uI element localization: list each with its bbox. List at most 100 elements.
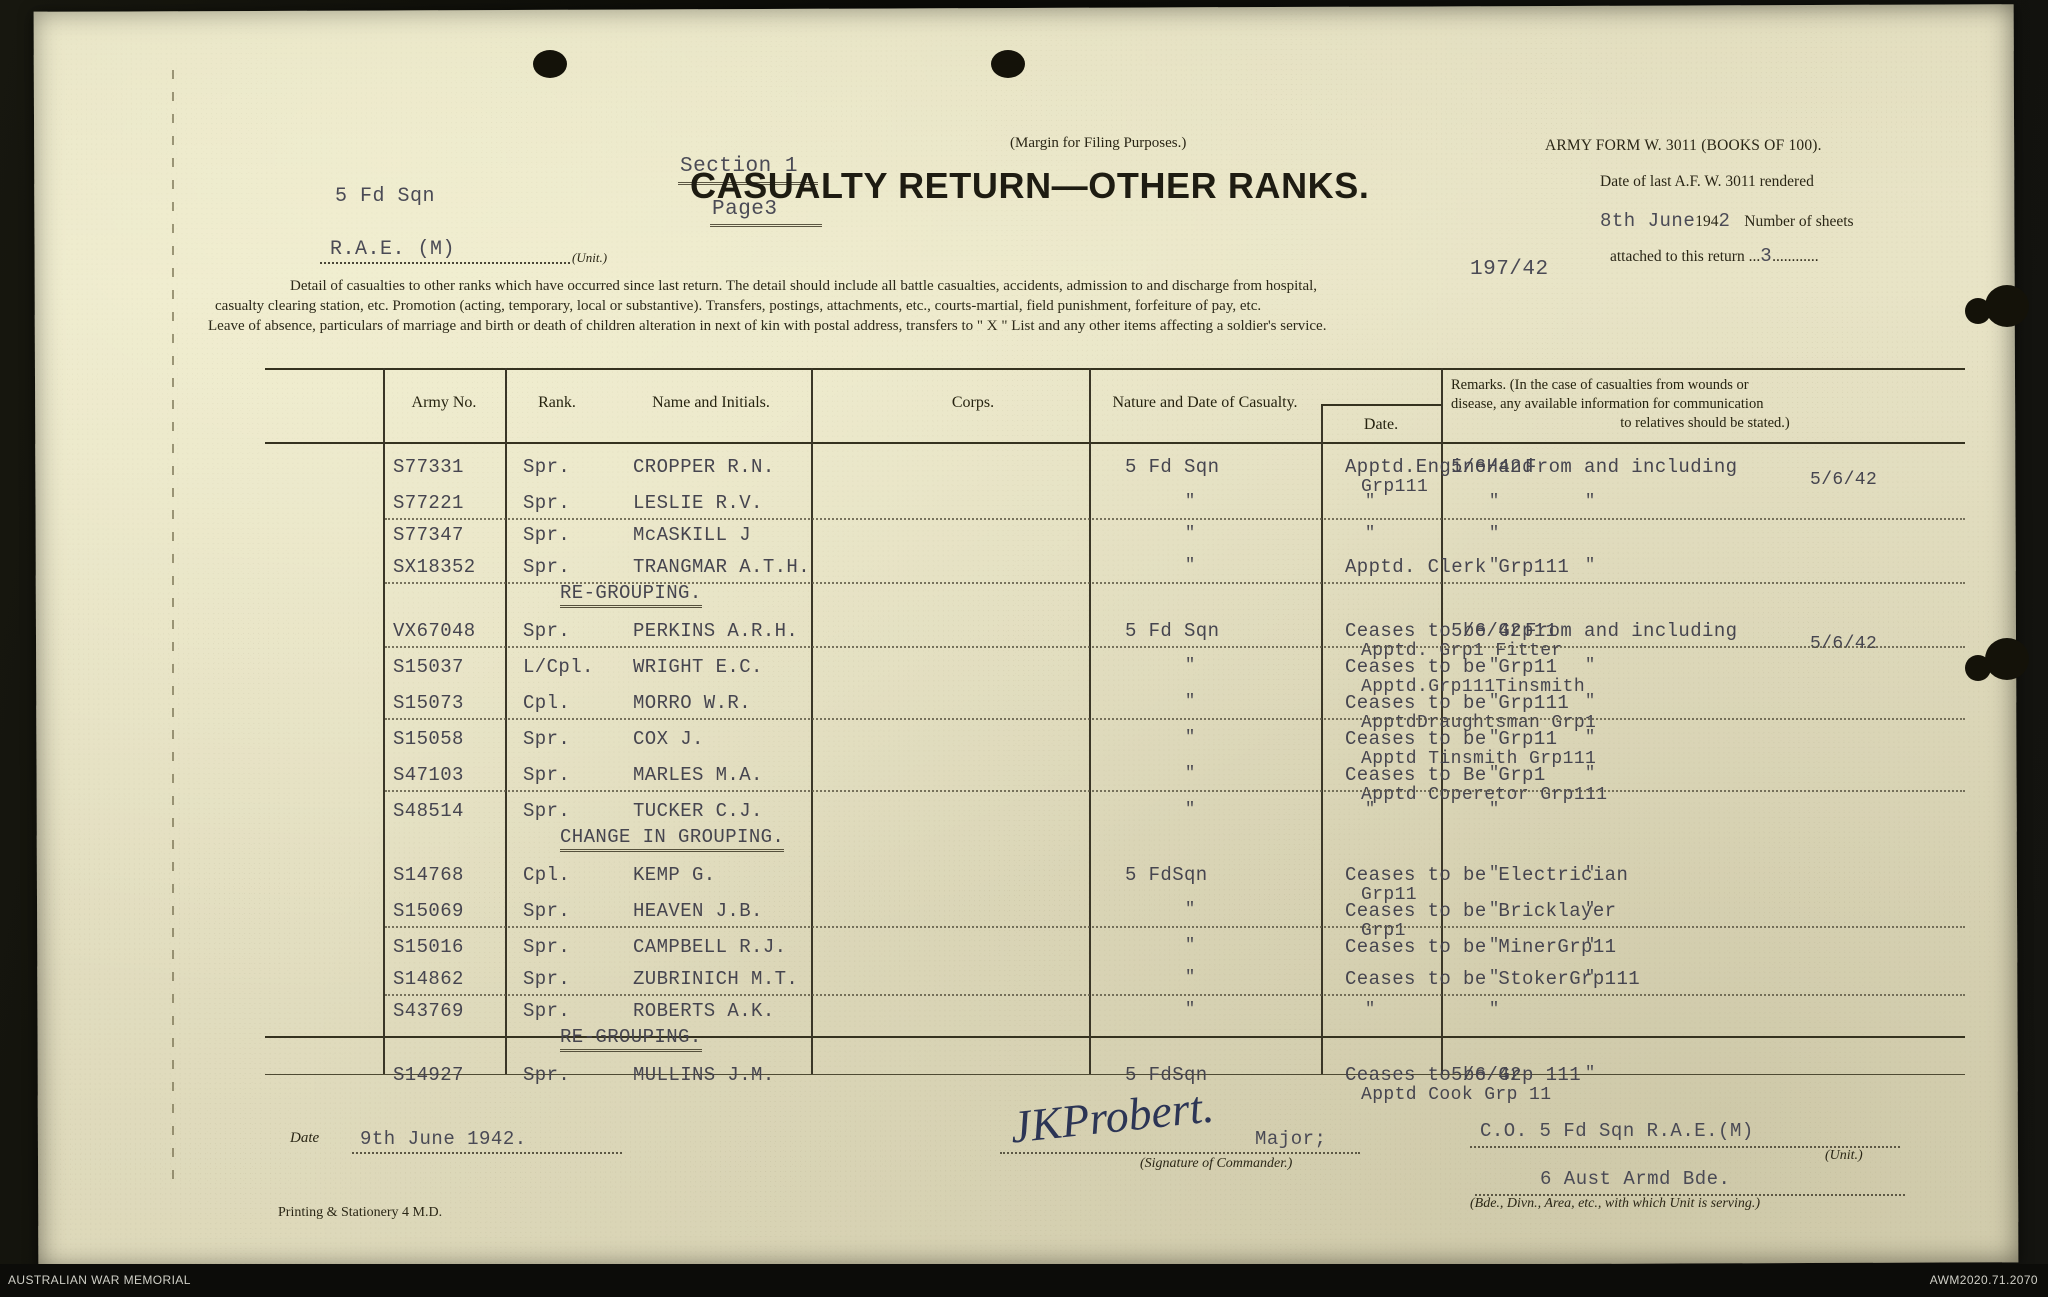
cell-corps: 5 Fd Sqn bbox=[1125, 456, 1220, 478]
signature-rule bbox=[1000, 1152, 1360, 1154]
cell-nature: Ceases to be Grp11 bbox=[1345, 728, 1558, 750]
cell-nature: Ceases to Be Grp1 bbox=[1345, 764, 1546, 786]
cell-remarks: " bbox=[1585, 692, 1596, 711]
instructions-block: Detail of casualties to other ranks whic… bbox=[208, 276, 1980, 336]
cell-army-no: S77347 bbox=[393, 524, 464, 546]
footer-date-value: 9th June 1942. bbox=[360, 1128, 527, 1150]
cell-remarks: From and including bbox=[1525, 620, 1738, 642]
cell-name: COX J. bbox=[633, 728, 704, 750]
col-sep-corps bbox=[1089, 368, 1091, 1074]
col-sep-rank bbox=[505, 368, 507, 1074]
cell-rank: Spr. bbox=[523, 1000, 571, 1022]
sheets-attached-value: 3 bbox=[1760, 245, 1773, 267]
brigade-rule bbox=[1475, 1194, 1905, 1196]
casualty-table: Army No. Rank. Name and Initials. Corps.… bbox=[265, 368, 1965, 1105]
row-dotted-rule bbox=[385, 994, 1965, 996]
page-title: CASUALTY RETURN—OTHER RANKS. bbox=[690, 165, 1370, 206]
cell-name: MULLINS J.M. bbox=[633, 1064, 775, 1086]
instructions-line-1: Detail of casualties to other ranks whic… bbox=[290, 278, 1318, 294]
table-header-rule bbox=[265, 442, 1965, 444]
reference-number: 197/42 bbox=[1470, 258, 1549, 281]
section-underline bbox=[678, 182, 818, 185]
col-sep-army-no bbox=[383, 368, 385, 1074]
cell-corps: " bbox=[1185, 936, 1196, 955]
cell-name: HEAVEN J.B. bbox=[633, 900, 763, 922]
row-dotted-rule bbox=[385, 582, 1965, 584]
cell-name: MARLES M.A. bbox=[633, 764, 763, 786]
cell-name: KEMP G. bbox=[633, 864, 716, 886]
cell-date: " bbox=[1489, 524, 1500, 543]
cell-date: " bbox=[1489, 936, 1500, 955]
cell-nature: " bbox=[1365, 492, 1376, 511]
row-dotted-rule bbox=[385, 926, 1965, 928]
row-dotted-rule bbox=[385, 518, 1965, 520]
cell-corps: " bbox=[1185, 968, 1196, 987]
cell-corps: " bbox=[1185, 800, 1196, 819]
cell-remarks: " bbox=[1585, 656, 1596, 675]
cell-nature: " bbox=[1365, 524, 1376, 543]
cell-rank: Spr. bbox=[523, 764, 571, 786]
column-header-army-no: Army No. bbox=[411, 394, 477, 411]
sheets-attached-label: attached to this return bbox=[1610, 248, 1745, 265]
cell-rank: L/Cpl. bbox=[523, 656, 594, 678]
cell-army-no: S47103 bbox=[393, 764, 464, 786]
date-subheader-rule bbox=[1321, 404, 1441, 406]
column-header-remarks-line-3: to relatives should be stated.) bbox=[1620, 415, 1790, 431]
footer-date-rule bbox=[352, 1152, 622, 1154]
cell-nature-2: Apptd Coperetor Grp111 bbox=[1361, 785, 1608, 805]
cell-name: ROBERTS A.K. bbox=[633, 1000, 775, 1022]
cell-remarks-2: 5/6/42 bbox=[1810, 634, 1878, 654]
section-heading-label: RE-GROUPING. bbox=[560, 1026, 702, 1052]
cell-date: " bbox=[1489, 900, 1500, 919]
instructions-line-3: Leave of absence, particulars of marriag… bbox=[208, 318, 1327, 334]
archive-credit: AUSTRALIAN WAR MEMORIAL bbox=[8, 1273, 191, 1287]
table-footer-rule bbox=[265, 1074, 1965, 1075]
co-rule bbox=[1470, 1146, 1900, 1148]
column-header-nature: Nature and Date of Casualty. bbox=[1112, 394, 1298, 411]
cell-nature-2: Apptd Tinsmith Grp111 bbox=[1361, 749, 1597, 769]
col-sep-name bbox=[811, 368, 813, 1074]
cell-rank: Spr. bbox=[523, 620, 571, 642]
cell-rank: Spr. bbox=[523, 800, 571, 822]
section-heading-label: CHANGE IN GROUPING. bbox=[560, 826, 785, 852]
cell-corps: " bbox=[1185, 524, 1196, 543]
year-prefix: 194 bbox=[1695, 213, 1719, 230]
unit-caption: (Unit.) bbox=[572, 250, 608, 265]
date-of-last-return-label: Date of last A.F. W. 3011 rendered bbox=[1600, 173, 1814, 190]
cell-nature-2: Grp11 bbox=[1361, 885, 1418, 905]
cell-remarks: " bbox=[1585, 492, 1596, 511]
row-dotted-rule bbox=[385, 646, 1965, 648]
cell-army-no: VX67048 bbox=[393, 620, 476, 642]
cell-name: LESLIE R.V. bbox=[633, 492, 763, 514]
cell-date: 5/6/42 bbox=[1451, 620, 1522, 642]
column-header-date: Date. bbox=[1363, 416, 1399, 433]
cell-name: CAMPBELL R.J. bbox=[633, 936, 787, 958]
cell-nature: " bbox=[1365, 800, 1376, 819]
cell-date: " bbox=[1489, 800, 1500, 819]
cell-rank: Spr. bbox=[523, 524, 571, 546]
cell-corps: " bbox=[1185, 900, 1196, 919]
column-header-corps: Corps. bbox=[951, 394, 995, 411]
cell-date: 5/6/42 bbox=[1451, 1064, 1522, 1086]
sheets-label: Number of sheets bbox=[1744, 213, 1854, 230]
printing-stationery-note: Printing & Stationery 4 M.D. bbox=[278, 1205, 443, 1220]
cell-date: " bbox=[1489, 1000, 1500, 1019]
cell-nature: Ceases to be Grp11 bbox=[1345, 620, 1558, 642]
cell-army-no: SX18352 bbox=[393, 556, 476, 578]
cell-nature: Ceases to be Grp 111 bbox=[1345, 1064, 1582, 1086]
cell-nature: Apptd.EngineHand bbox=[1345, 456, 1534, 478]
cell-army-no: S14862 bbox=[393, 968, 464, 990]
cell-rank: Spr. bbox=[523, 556, 571, 578]
cell-corps: " bbox=[1185, 1000, 1196, 1019]
brigade-caption: (Bde., Divn., Area, etc., with which Uni… bbox=[1470, 1196, 1761, 1211]
cell-army-no: S15069 bbox=[393, 900, 464, 922]
cell-army-no: S15058 bbox=[393, 728, 464, 750]
column-header-name: Name and Initials. bbox=[652, 394, 770, 411]
cell-rank: Cpl. bbox=[523, 692, 571, 714]
archive-accession: AWM2020.71.2070 bbox=[1929, 1273, 2038, 1287]
cell-rank: Spr. bbox=[523, 968, 571, 990]
cell-corps: " bbox=[1185, 556, 1196, 575]
cell-date: " bbox=[1489, 764, 1500, 783]
cell-name: PERKINS A.R.H. bbox=[633, 620, 799, 642]
cell-army-no: S77221 bbox=[393, 492, 464, 514]
